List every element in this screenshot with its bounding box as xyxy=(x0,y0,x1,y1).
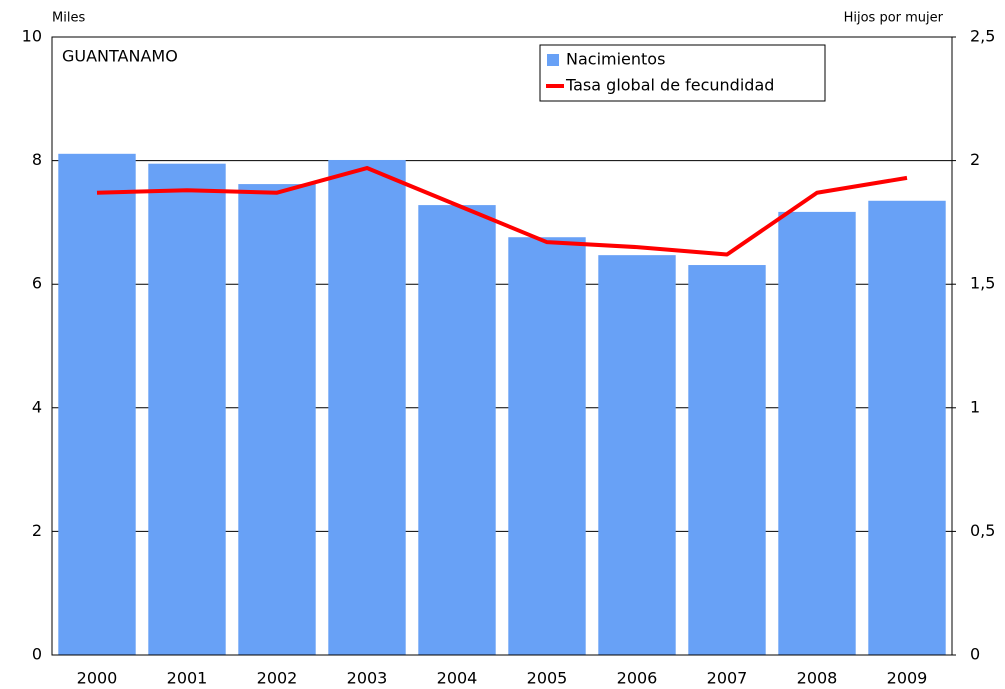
y-tick-label: 0 xyxy=(32,645,42,664)
annotation: GUANTANAMO xyxy=(62,47,178,66)
x-tick-label: 2009 xyxy=(887,669,928,688)
x-tick-label: 2003 xyxy=(347,669,388,688)
y-tick-label: 6 xyxy=(32,274,42,293)
bar xyxy=(328,159,406,655)
x-tick-label: 2000 xyxy=(77,669,118,688)
y-tick-label: 8 xyxy=(32,150,42,169)
y2-tick-label: 0 xyxy=(970,645,980,664)
legend-label: Nacimientos xyxy=(566,50,665,69)
y-tick-label: 2 xyxy=(32,521,42,540)
y2-tick-label: 2,5 xyxy=(970,27,995,46)
x-tick-label: 2004 xyxy=(437,669,478,688)
x-tick-label: 2008 xyxy=(797,669,838,688)
bar xyxy=(238,184,316,656)
y-axis-label: Miles xyxy=(52,11,85,26)
legend-label: Tasa global de fecundidad xyxy=(565,76,774,95)
bar xyxy=(778,211,856,656)
y2-tick-label: 0,5 xyxy=(970,521,995,540)
bar xyxy=(508,237,586,655)
y2-tick-label: 2 xyxy=(970,150,980,169)
legend-box xyxy=(539,44,826,102)
y2-tick-label: 1 xyxy=(970,397,980,416)
y-tick-label: 10 xyxy=(22,27,42,46)
bar xyxy=(58,153,136,655)
x-tick-label: 2007 xyxy=(707,669,748,688)
y2-axis-label: Hijos por mujer xyxy=(844,11,944,26)
bar xyxy=(688,265,766,655)
legend-swatch xyxy=(547,54,559,66)
bar xyxy=(868,200,946,655)
bar xyxy=(598,255,676,656)
x-tick-label: 2001 xyxy=(167,669,208,688)
y2-tick-label: 1,5 xyxy=(970,274,995,293)
line xyxy=(96,166,908,257)
x-tick-label: 2002 xyxy=(257,669,298,688)
y-tick-label: 4 xyxy=(32,397,42,416)
bar xyxy=(148,163,226,655)
bar xyxy=(418,205,496,655)
plot-frame xyxy=(51,36,953,656)
x-tick-label: 2006 xyxy=(617,669,658,688)
x-tick-label: 2005 xyxy=(527,669,568,688)
